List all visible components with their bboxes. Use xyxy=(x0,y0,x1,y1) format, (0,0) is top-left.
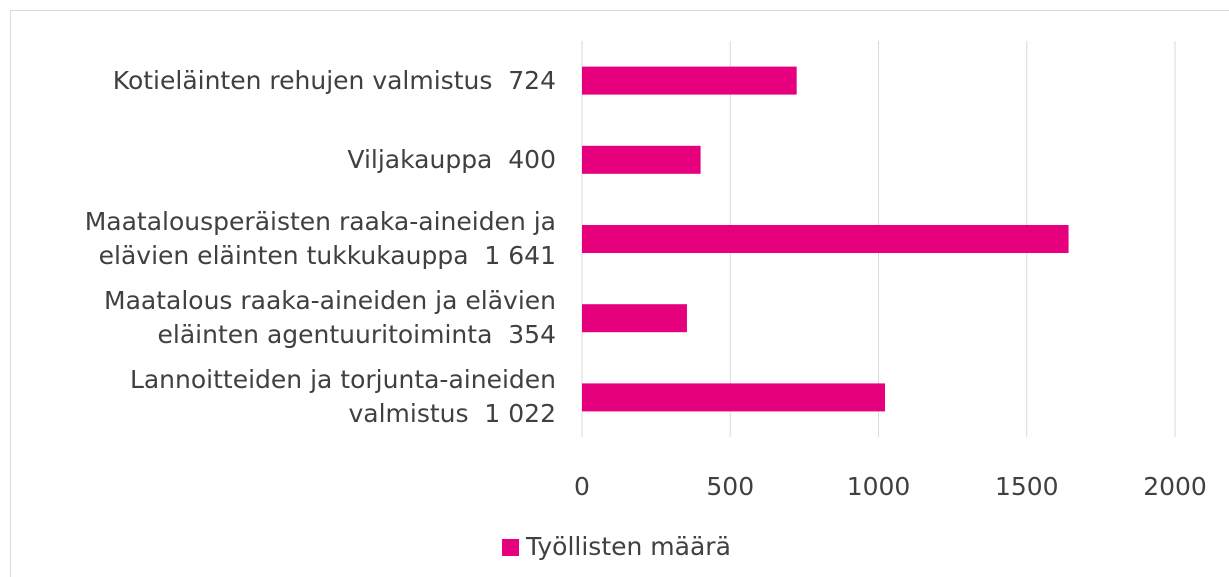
legend-swatch xyxy=(502,539,519,556)
x-tick-label: 0 xyxy=(574,472,590,501)
x-tick-label: 1500 xyxy=(995,472,1059,501)
x-tick-label: 1000 xyxy=(847,472,911,501)
y-tick-label: Maatalousperäisten raaka-aineiden ja elä… xyxy=(84,207,556,270)
y-tick-label: Maatalous raaka-aineiden ja elävien eläi… xyxy=(104,286,556,350)
y-tick-label: Viljakauppa 400 xyxy=(347,144,556,174)
y-tick-label: Kotieläinten rehujen valmistus 724 xyxy=(112,65,556,95)
x-tick-label: 2000 xyxy=(1143,472,1207,501)
bar xyxy=(582,66,797,95)
bar xyxy=(582,145,701,174)
chart-frame xyxy=(10,10,1229,577)
x-tick-label: 500 xyxy=(706,472,754,501)
bar xyxy=(582,383,886,412)
bar xyxy=(582,225,1069,253)
bar xyxy=(582,304,687,333)
y-tick-label: Lannoitteiden ja torjunta-aineiden valmi… xyxy=(129,365,556,429)
legend-label: Työllisten määrä xyxy=(525,532,731,561)
